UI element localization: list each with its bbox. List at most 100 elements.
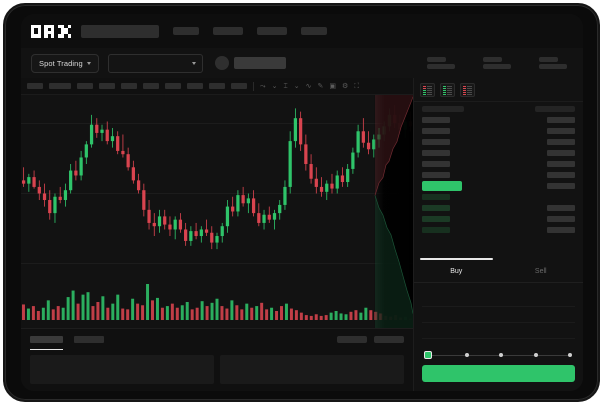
nav-item-1[interactable]	[173, 27, 199, 35]
stat-2	[483, 57, 511, 69]
orderbook-price-cell	[422, 116, 450, 123]
tool-8[interactable]	[187, 83, 203, 89]
nav-item-3[interactable]	[257, 27, 287, 35]
stat-1-value	[427, 64, 455, 69]
app-screen: Spot Trading ⤳ ⌄ ⌶ ⌄ ∿ ✎ ▣ ⚙ ⛶	[21, 14, 583, 391]
orderbook-mode-asks[interactable]	[460, 83, 475, 97]
orderbook-amount-cell	[547, 226, 575, 233]
tab-sell[interactable]: Sell	[499, 261, 584, 282]
indicator-icon[interactable]: ⤳	[260, 82, 266, 90]
bottom-action-2[interactable]	[374, 336, 404, 343]
orderbook-bid-row[interactable]	[422, 202, 575, 213]
line-chart-icon[interactable]: ∿	[305, 82, 312, 90]
orderbook-price-cell	[422, 171, 450, 178]
active-tab-underline	[30, 349, 63, 350]
tool-3[interactable]	[77, 83, 93, 89]
order-field-total[interactable]	[422, 323, 575, 339]
orderbook-mode-switcher	[414, 78, 583, 102]
chevron-down-icon[interactable]: ⌄	[271, 82, 278, 90]
stat-1-label	[427, 57, 446, 62]
mode-lines-icon	[467, 85, 472, 95]
bottom-tab-1[interactable]	[30, 336, 63, 343]
tool-1[interactable]	[27, 83, 43, 89]
orderbook-ask-row[interactable]	[422, 169, 575, 180]
orderbook-amount-cell	[547, 160, 575, 167]
orderbook-mode-both[interactable]	[420, 83, 435, 97]
slider-step-100[interactable]	[568, 353, 573, 357]
amount-slider[interactable]	[424, 350, 573, 360]
tab-buy[interactable]: Buy	[414, 258, 499, 282]
orderbook-amount-cell	[547, 149, 575, 156]
tool-2[interactable]	[49, 83, 71, 89]
chevron-down-icon-2[interactable]: ⌄	[293, 82, 300, 90]
market-type-dropdown[interactable]: Spot Trading	[31, 53, 99, 73]
coin-avatar-icon	[214, 56, 229, 70]
tool-6[interactable]	[143, 83, 159, 89]
slider-step-25[interactable]	[465, 353, 470, 357]
orderbook-bid-row[interactable]	[422, 191, 575, 202]
mode-lines-icon	[447, 85, 452, 95]
timeframe-icon[interactable]: ⌶	[283, 82, 288, 90]
pair-selector-dropdown[interactable]	[107, 53, 203, 73]
orders-panel	[21, 328, 413, 391]
orders-panel-cards	[30, 355, 404, 384]
bottom-card-right[interactable]	[220, 355, 404, 384]
chevron-down-icon	[191, 61, 196, 65]
tool-9[interactable]	[209, 83, 225, 89]
orderbook-ask-row[interactable]	[422, 136, 575, 147]
nav-item-4[interactable]	[301, 27, 327, 35]
orderbook-current-price[interactable]	[422, 180, 575, 191]
orderbook-ask-row[interactable]	[422, 114, 575, 125]
orderbook-mode-bids[interactable]	[440, 83, 455, 97]
stat-3-value	[539, 64, 567, 69]
slider-handle[interactable]	[424, 351, 432, 359]
order-form-tabs: Buy Sell	[414, 258, 584, 283]
orderbook-header-price	[422, 106, 464, 112]
orderbook-amount-cell	[547, 182, 575, 189]
orderbook-price-cell	[422, 226, 450, 233]
orderbook-ask-row[interactable]	[422, 158, 575, 169]
global-search-input[interactable]	[81, 24, 159, 38]
orderbook-rows[interactable]	[414, 114, 583, 235]
market-type-label: Spot Trading	[39, 58, 83, 68]
orderbook-amount-cell	[547, 138, 575, 145]
pair-name-label	[233, 57, 286, 69]
tool-7[interactable]	[165, 83, 181, 89]
app-header	[21, 14, 583, 48]
tool-10[interactable]	[231, 83, 247, 89]
tool-4[interactable]	[99, 83, 115, 89]
stat-1	[427, 57, 455, 69]
orderbook-amount-cell	[547, 171, 575, 178]
orderbook-bid-row[interactable]	[422, 213, 575, 224]
settings-gear-icon[interactable]: ⚙	[341, 82, 349, 90]
orderbook-bid-row[interactable]	[422, 224, 575, 235]
okx-logo[interactable]	[31, 24, 71, 38]
slider-step-75[interactable]	[533, 353, 538, 357]
chart-gridline-1	[21, 192, 413, 194]
price-chart[interactable]	[21, 95, 413, 328]
buy-submit-button[interactable]	[422, 365, 575, 382]
nav-item-2[interactable]	[213, 27, 243, 35]
orders-panel-tabs	[21, 329, 413, 350]
orderbook-price-cell	[422, 204, 450, 211]
tool-5[interactable]	[121, 83, 137, 89]
slider-track	[428, 354, 569, 356]
fullscreen-icon[interactable]: ⛶	[354, 82, 360, 90]
order-field-price[interactable]	[422, 291, 575, 307]
stat-2-label	[483, 57, 502, 62]
chart-gridline-2	[21, 262, 413, 264]
stat-3-label	[539, 57, 558, 62]
stat-3	[539, 57, 567, 69]
slider-step-50[interactable]	[499, 353, 504, 357]
orderbook-ask-row[interactable]	[422, 147, 575, 158]
camera-icon[interactable]: ▣	[329, 82, 336, 90]
order-field-amount[interactable]	[422, 307, 575, 323]
bottom-tab-2[interactable]	[74, 336, 104, 343]
orders-panel-actions	[337, 336, 404, 343]
pencil-icon[interactable]: ✎	[317, 82, 324, 90]
bottom-action-1[interactable]	[337, 336, 367, 343]
market-subheader: Spot Trading	[21, 48, 583, 78]
orderbook-price-cell	[422, 127, 450, 134]
orderbook-ask-row[interactable]	[422, 125, 575, 136]
bottom-card-left[interactable]	[30, 355, 214, 384]
